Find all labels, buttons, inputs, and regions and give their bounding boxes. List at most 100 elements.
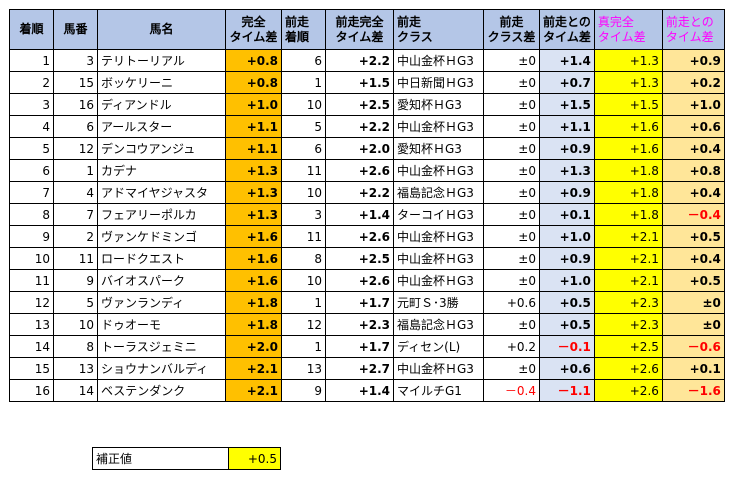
cell-prev-class-diff: ±0 — [483, 313, 540, 336]
cell-prev-full-time-diff: +2.6 — [325, 225, 394, 248]
cell-horse-number: 3 — [53, 49, 98, 72]
header-horse-name: 馬名 — [97, 9, 226, 50]
cell-prev-finish: 11 — [281, 159, 326, 182]
cell-full-time-diff: +1.6 — [225, 247, 282, 270]
cell-prev-full-time-diff: +2.0 — [325, 137, 394, 160]
cell-prev-time-diff-2: +0.6 — [661, 115, 725, 138]
cell-full-time-diff: +1.0 — [225, 93, 282, 116]
cell-true-full-time-diff: +1.6 — [593, 115, 663, 138]
cell-prev-time-diff: +0.5 — [539, 291, 595, 314]
cell-finish-pos: 7 — [9, 181, 54, 204]
header-horse-number: 馬番 — [53, 9, 98, 50]
cell-prev-class-diff: ±0 — [483, 181, 540, 204]
header-prev-time-diff: 前走との タイム差 — [539, 9, 595, 50]
cell-full-time-diff: +1.8 — [225, 291, 282, 314]
cell-prev-class: 愛知杯ＨG3 — [393, 137, 484, 160]
cell-prev-class-diff: ±0 — [483, 49, 540, 72]
header-prev-finish: 前走 着順 — [281, 9, 326, 50]
cell-prev-full-time-diff: +1.4 — [325, 379, 394, 402]
cell-prev-full-time-diff: +2.6 — [325, 159, 394, 182]
cell-prev-full-time-diff: +1.7 — [325, 291, 394, 314]
cell-prev-finish: 6 — [281, 49, 326, 72]
cell-prev-time-diff: －0.1 — [539, 335, 595, 358]
cell-horse-name: ロードクエスト — [97, 247, 226, 270]
cell-full-time-diff: +1.8 — [225, 313, 282, 336]
table-row: 1 3 テリトーリアル +0.8 6 +2.2 中山金杯ＨG3 ±0 +1.4 +1.3 +0.9 — [9, 49, 725, 72]
cell-horse-number: 11 — [53, 247, 98, 270]
cell-horse-name: ヴァンランディ — [97, 291, 226, 314]
cell-prev-class: 愛知杯ＨG3 — [393, 93, 484, 116]
cell-horse-name: アドマイヤジャスタ — [97, 181, 226, 204]
cell-prev-class-diff: ±0 — [483, 357, 540, 380]
cell-finish-pos: 6 — [9, 159, 54, 182]
cell-prev-time-diff-2: －1.6 — [661, 379, 725, 402]
cell-prev-class-diff: ±0 — [483, 71, 540, 94]
cell-true-full-time-diff: +2.6 — [593, 357, 663, 380]
cell-prev-time-diff-2: +0.5 — [661, 269, 725, 292]
cell-horse-number: 5 — [53, 291, 98, 314]
cell-finish-pos: 5 — [9, 137, 54, 160]
cell-full-time-diff: +0.8 — [225, 49, 282, 72]
cell-horse-number: 16 — [53, 93, 98, 116]
cell-prev-finish: 3 — [281, 203, 326, 226]
table-row: 15 13 ショウナンバルディ +2.1 13 +2.7 中山金杯ＨG3 ±0 +0.6 +2.6… — [9, 357, 725, 380]
cell-finish-pos: 9 — [9, 225, 54, 248]
cell-prev-class: ターコイＨG3 — [393, 203, 484, 226]
cell-prev-time-diff: +0.6 — [539, 357, 595, 380]
correction-value: +0.5 — [228, 447, 281, 470]
cell-prev-full-time-diff: +1.5 — [325, 71, 394, 94]
cell-finish-pos: 15 — [9, 357, 54, 380]
cell-horse-number: 10 — [53, 313, 98, 336]
cell-true-full-time-diff: +1.6 — [593, 137, 663, 160]
cell-prev-full-time-diff: +2.2 — [325, 115, 394, 138]
table-row: 11 9 バイオスパーク +1.6 10 +2.6 中山金杯ＨG3 ±0 +1.0 +2.1 +0.… — [9, 269, 725, 292]
header-full-time-diff: 完全 タイム差 — [225, 9, 282, 50]
cell-prev-time-diff: －1.1 — [539, 379, 595, 402]
cell-finish-pos: 8 — [9, 203, 54, 226]
cell-full-time-diff: +1.3 — [225, 181, 282, 204]
cell-full-time-diff: +2.1 — [225, 357, 282, 380]
cell-horse-name: テリトーリアル — [97, 49, 226, 72]
cell-finish-pos: 12 — [9, 291, 54, 314]
table-row: 7 4 アドマイヤジャスタ +1.3 10 +2.2 福島記念ＨG3 ±0 +0.9 +1.8 +0… — [9, 181, 725, 204]
cell-prev-time-diff: +1.0 — [539, 269, 595, 292]
cell-prev-class: 中山金杯ＨG3 — [393, 269, 484, 292]
cell-prev-class-diff: ±0 — [483, 203, 540, 226]
cell-true-full-time-diff: +1.8 — [593, 159, 663, 182]
cell-horse-name: カデナ — [97, 159, 226, 182]
table-row: 8 7 フェアリーポルカ +1.3 3 +1.4 ターコイＨG3 ±0 +0.1 +1.8 －0.4 — [9, 203, 725, 226]
cell-true-full-time-diff: +1.8 — [593, 203, 663, 226]
cell-true-full-time-diff: +1.3 — [593, 49, 663, 72]
table-row: 16 14 ベステンダンク +2.1 9 +1.4 マイルチG1 －0.4 －1.1 +2.6 －1… — [9, 379, 725, 402]
cell-prev-class-diff: ±0 — [483, 247, 540, 270]
cell-prev-time-diff-2: +0.2 — [661, 71, 725, 94]
cell-true-full-time-diff: +2.5 — [593, 335, 663, 358]
cell-prev-full-time-diff: +2.2 — [325, 181, 394, 204]
cell-prev-time-diff: +0.9 — [539, 137, 595, 160]
table-row: 4 6 アールスター +1.1 5 +2.2 中山金杯ＨG3 ±0 +1.1 +1.6 +0.6 — [9, 115, 725, 138]
cell-prev-finish: 10 — [281, 269, 326, 292]
correction-label: 補正値 — [92, 447, 229, 470]
cell-horse-number: 8 — [53, 335, 98, 358]
cell-true-full-time-diff: +2.3 — [593, 291, 663, 314]
cell-prev-full-time-diff: +2.2 — [325, 49, 394, 72]
cell-prev-finish: 10 — [281, 181, 326, 204]
cell-prev-class-diff: ±0 — [483, 269, 540, 292]
cell-full-time-diff: +1.6 — [225, 225, 282, 248]
cell-prev-full-time-diff: +2.7 — [325, 357, 394, 380]
cell-prev-finish: 12 — [281, 313, 326, 336]
cell-prev-finish: 1 — [281, 291, 326, 314]
cell-horse-number: 1 — [53, 159, 98, 182]
cell-prev-class-diff: －0.4 — [483, 379, 540, 402]
cell-horse-name: ドゥオーモ — [97, 313, 226, 336]
cell-prev-full-time-diff: +2.5 — [325, 93, 394, 116]
cell-finish-pos: 16 — [9, 379, 54, 402]
cell-prev-class: 福島記念ＨG3 — [393, 181, 484, 204]
cell-prev-class-diff: ±0 — [483, 115, 540, 138]
cell-horse-name: ヴァンケドミンゴ — [97, 225, 226, 248]
header-prev-class-diff: 前走 クラス差 — [483, 9, 540, 50]
cell-horse-name: ボッケリーニ — [97, 71, 226, 94]
correction-table: 補正値 +0.5 — [92, 447, 281, 470]
cell-finish-pos: 14 — [9, 335, 54, 358]
cell-true-full-time-diff: +1.8 — [593, 181, 663, 204]
